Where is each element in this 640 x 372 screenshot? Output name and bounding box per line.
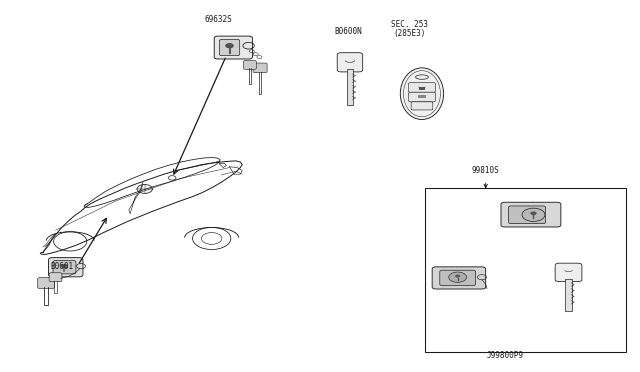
Text: 69632S: 69632S xyxy=(204,15,232,23)
Bar xyxy=(419,87,425,90)
FancyBboxPatch shape xyxy=(220,39,240,56)
Circle shape xyxy=(531,211,537,215)
FancyBboxPatch shape xyxy=(53,260,76,274)
FancyBboxPatch shape xyxy=(408,92,435,102)
FancyBboxPatch shape xyxy=(337,53,363,72)
FancyBboxPatch shape xyxy=(347,69,353,105)
Text: J99800P9: J99800P9 xyxy=(486,350,524,359)
Circle shape xyxy=(449,272,467,282)
FancyBboxPatch shape xyxy=(244,61,256,69)
FancyBboxPatch shape xyxy=(408,83,435,92)
Text: 99810S: 99810S xyxy=(472,166,500,175)
Text: (285E3): (285E3) xyxy=(393,29,426,38)
FancyBboxPatch shape xyxy=(214,36,252,59)
Ellipse shape xyxy=(400,68,444,119)
Text: B0600N: B0600N xyxy=(335,28,362,36)
Circle shape xyxy=(226,44,234,48)
FancyBboxPatch shape xyxy=(440,270,476,286)
FancyBboxPatch shape xyxy=(49,273,62,282)
Circle shape xyxy=(455,275,460,278)
Text: SEC. 253: SEC. 253 xyxy=(390,20,428,29)
Circle shape xyxy=(61,264,68,268)
FancyBboxPatch shape xyxy=(555,263,582,282)
FancyBboxPatch shape xyxy=(253,63,267,73)
Bar xyxy=(418,95,426,98)
Text: B0601: B0601 xyxy=(51,262,74,271)
Bar xyxy=(425,188,626,352)
FancyBboxPatch shape xyxy=(38,278,54,289)
FancyBboxPatch shape xyxy=(432,267,486,289)
FancyBboxPatch shape xyxy=(501,202,561,227)
FancyBboxPatch shape xyxy=(49,258,83,277)
Circle shape xyxy=(522,208,545,221)
FancyBboxPatch shape xyxy=(411,102,433,110)
FancyBboxPatch shape xyxy=(509,206,545,224)
FancyBboxPatch shape xyxy=(565,279,572,311)
